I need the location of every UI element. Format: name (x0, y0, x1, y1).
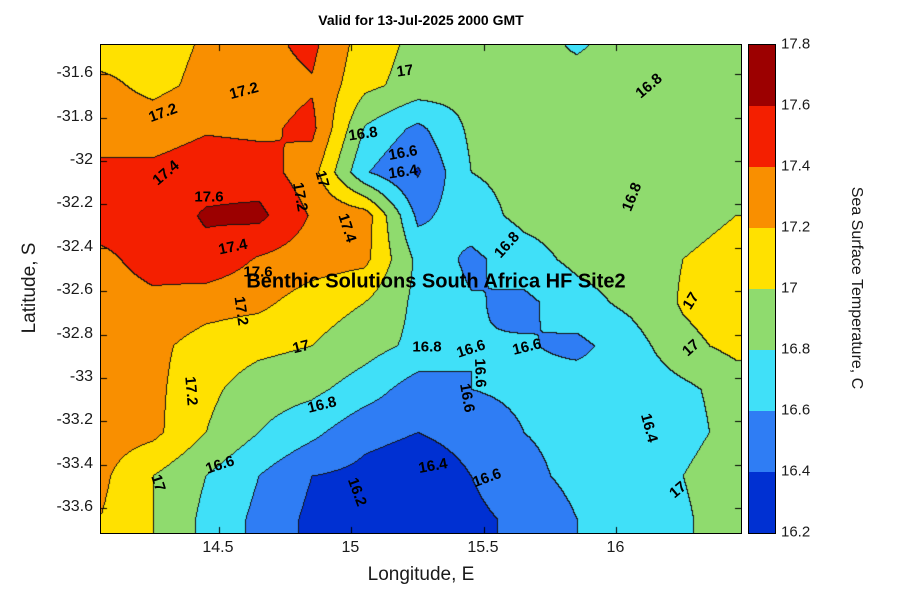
contour-label: 17.2 (181, 375, 201, 407)
y-tick-label: -33 (69, 367, 93, 385)
colorbar-band (749, 411, 775, 472)
y-tick-label: -32 (69, 151, 93, 169)
x-tick-label: 15.5 (467, 539, 499, 556)
colorbar-tick-label: 17 (781, 279, 798, 297)
colorbar-band (749, 289, 775, 350)
y-tick-label: -31.6 (56, 64, 93, 82)
x-tick-label: 15 (341, 539, 360, 556)
colorbar-band (749, 106, 775, 167)
colorbar-band (749, 228, 775, 289)
x-axis-label: Longitude, E (367, 564, 475, 585)
colorbar-label: Sea Surface Temperature, C (848, 186, 865, 390)
colorbar-tick-label: 17.2 (781, 218, 811, 236)
contour-map-canvas (101, 45, 741, 533)
colorbar-band (749, 350, 775, 411)
contour-label: 17.6 (194, 188, 224, 206)
y-axis-label: Latitude, S (19, 242, 40, 334)
colorbar-band (749, 45, 775, 106)
y-tick-label: -33.4 (56, 454, 93, 472)
x-tick-label: 14.5 (202, 539, 234, 556)
y-tick-label: -33.6 (56, 498, 93, 516)
colorbar-tick-label: 17.8 (781, 35, 811, 53)
y-tick-label: -32.2 (56, 194, 93, 212)
colorbar-tick-label: 16.6 (781, 401, 811, 419)
y-tick-label: -33.2 (56, 411, 93, 429)
plot-area: 17.2 17.2 17 16.8 17.4 16.8 16.6 16.4 17.6 17 17.2… (100, 44, 742, 534)
colorbar-tick-label: 17.4 (781, 157, 811, 175)
contour-label: 16.8 (412, 338, 442, 356)
contour-label: 17.6 (243, 263, 273, 281)
colorbar-band (749, 167, 775, 228)
y-tick-label: -32.8 (56, 324, 93, 342)
colorbar-tick-label: 16.2 (781, 523, 811, 541)
colorbar-band (749, 472, 775, 533)
colorbar (748, 44, 776, 534)
y-tick-label: -31.8 (56, 107, 93, 125)
colorbar-tick-label: 17.6 (781, 96, 811, 114)
y-tick-label: -32.6 (56, 281, 93, 299)
colorbar-tick-label: 16.8 (781, 340, 811, 358)
colorbar-tick-label: 16.4 (781, 462, 811, 480)
y-tick-label: -32.4 (56, 237, 93, 255)
x-tick-label: 16 (606, 539, 625, 556)
site-annotation: Benthic Solutions South Africa HF Site2 (246, 270, 626, 293)
contour-label: 16.6 (470, 358, 490, 388)
contour-label: 17 (395, 61, 415, 81)
chart-title: Valid for 13-Jul-2025 2000 GMT (318, 12, 524, 28)
